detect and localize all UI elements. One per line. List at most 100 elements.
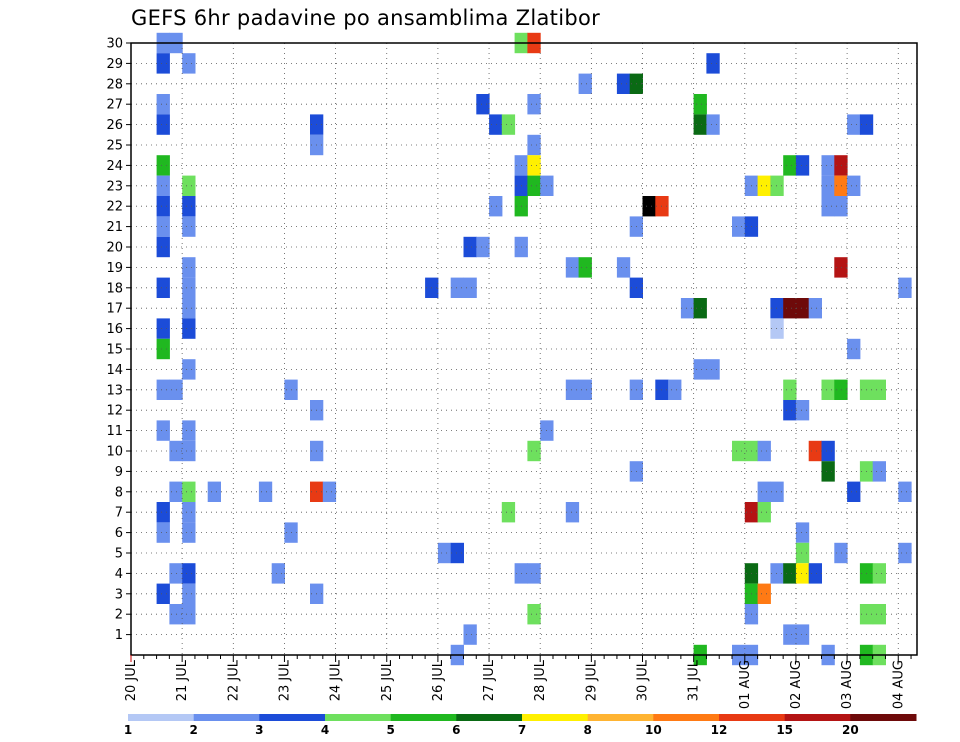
heatmap-cell [770,298,784,319]
heatmap-cell [821,461,835,482]
x-tick-label: 04 AUG [891,660,906,709]
y-tick-label: 25 [106,139,123,154]
colorbar-swatch [456,714,523,721]
y-tick-label: 18 [106,281,123,296]
heatmap-cell [757,175,771,196]
x-tick-label: 23 JUL [277,659,292,701]
y-tick-label: 2 [115,608,123,623]
heatmap-cell [834,379,848,400]
x-tick-label: 27 JUL [482,659,497,701]
heatmap-cell [156,94,170,115]
y-tick-label: 16 [106,322,123,337]
y-tick-label: 13 [106,383,123,398]
heatmap-cell [182,175,196,196]
heatmap-cell [770,318,784,339]
heatmap-cell [322,481,337,502]
heatmap-cell [527,94,541,115]
heatmap-cell [156,318,170,339]
heatmap-cell [847,481,861,502]
heatmap-cell [156,277,170,298]
heatmap-cell [527,440,541,462]
heatmap-cell [795,400,810,421]
heatmap-cell [706,114,720,135]
heatmap-cell [258,481,273,502]
heatmap-cell [770,481,784,502]
heatmap-cell [732,440,746,462]
heatmap-cell [757,502,771,523]
heatmap-cell [527,175,541,196]
heatmap-cell [565,379,580,400]
heatmap-cell [578,257,592,278]
heatmap-cell [783,298,797,319]
heatmap-cell [156,338,170,360]
y-tick-label: 10 [106,445,123,460]
heatmap-cell [898,481,912,502]
colorbar-swatch [784,714,851,721]
heatmap-cell [847,175,861,196]
y-tick-label: 6 [115,526,123,541]
heatmap-cell [898,277,912,298]
colorbar-swatch [193,714,260,721]
heatmap-cell [693,94,707,115]
y-tick-label: 24 [106,159,123,174]
heatmap-cell [476,236,490,258]
x-tick-label: 26 JUL [431,659,446,701]
heatmap-cell [501,502,516,523]
heatmap-cell [834,257,848,278]
heatmap-cell [501,114,516,135]
heatmap-cell [182,481,196,502]
x-tick-label: 03 AUG [840,660,855,709]
heatmap-cells [156,32,912,666]
heatmap-cell [783,155,797,176]
heatmap-cell [182,359,196,380]
y-tick-label: 7 [115,506,123,521]
y-axis-ticks: 1234567891011121314151617181920212223242… [106,37,131,643]
x-tick-label: 30 JUL [636,659,651,701]
heatmap-cell [616,73,631,94]
heatmap-cell [783,563,797,584]
heatmap-cell [156,583,170,604]
heatmap-cell [156,175,170,196]
heatmap-cell [527,604,541,625]
heatmap-cell [872,379,886,400]
x-tick-label: 29 JUL [584,659,599,701]
heatmap-cell [693,359,707,380]
heatmap-cell [156,53,170,74]
heatmap-cell [156,114,170,135]
heatmap-cell [156,155,170,176]
y-tick-label: 27 [106,98,123,113]
heatmap-cell [156,216,170,237]
y-tick-label: 9 [115,465,123,480]
heatmap-cell [527,155,541,176]
y-tick-label: 1 [115,628,123,643]
heatmap-cell [463,624,477,645]
heatmap-cell [463,277,477,298]
heatmap-cell [821,379,835,400]
heatmap-cell [872,604,886,625]
heatmap-cell [757,583,771,604]
heatmap-cell [182,318,196,339]
y-tick-label: 17 [106,302,123,317]
heatmap-cell [706,359,720,380]
heatmap-cell [872,563,886,584]
heatmap-cell [182,604,196,625]
heatmap-cell [182,583,196,604]
colorbar-swatch [719,714,786,721]
heatmap-cell [182,257,196,278]
heatmap-cell [156,522,170,543]
heatmap-cell [182,502,196,523]
colorbar-swatch [325,714,392,721]
x-tick-label: 01 AUG [738,660,753,709]
heatmap-cell [156,379,170,400]
colorbar-swatch [390,714,457,721]
heatmap-cell [795,522,810,543]
heatmap-cell [182,440,196,462]
x-tick-label: 21 JUL [175,659,190,701]
heatmap-cell [821,440,835,462]
colorbar-tick-label: 7 [518,723,526,737]
colorbar-tick-label: 6 [452,723,460,737]
colorbar-swatch [259,714,326,721]
heatmap-cell [834,542,848,564]
heatmap-cell [795,298,810,319]
y-tick-label: 4 [115,567,123,582]
